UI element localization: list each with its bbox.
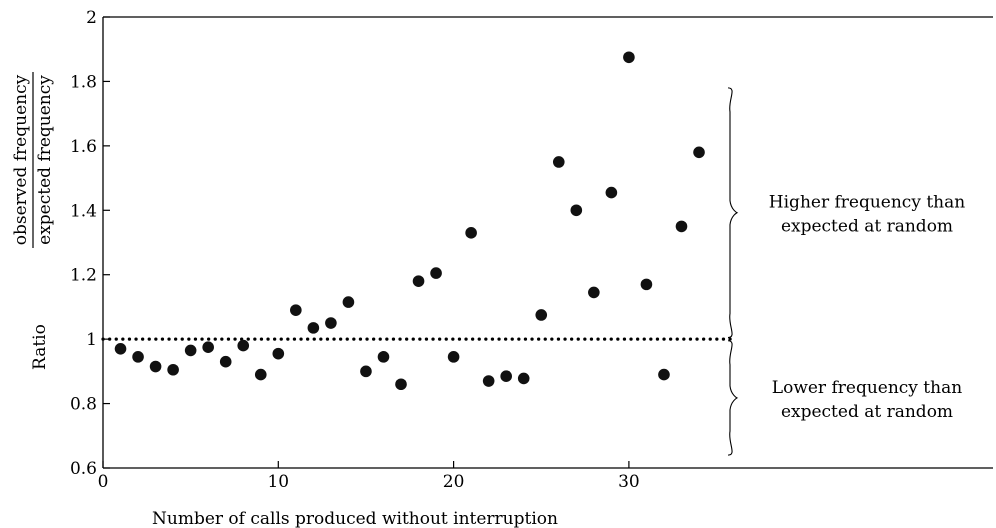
data-point bbox=[552, 156, 565, 168]
data-point bbox=[132, 351, 144, 363]
data-point bbox=[219, 355, 232, 368]
data-point bbox=[290, 304, 302, 316]
data-point bbox=[693, 146, 705, 159]
brace-lower bbox=[727, 340, 739, 456]
annotation-lower-line-1: Lower frequency than bbox=[772, 378, 962, 398]
y-tick-label: 1.2 bbox=[70, 266, 97, 286]
axis-ticks: 0.60.811.21.41.61.820 10 20 30 bbox=[70, 8, 640, 492]
data-point bbox=[570, 204, 583, 217]
data-point bbox=[465, 227, 477, 239]
y-tick-label: 1.6 bbox=[70, 137, 97, 157]
x-axis-title: Number of calls produced without interru… bbox=[152, 509, 558, 528]
data-point bbox=[412, 275, 425, 287]
y-axis-title: Ratio bbox=[30, 324, 50, 370]
data-point bbox=[535, 309, 548, 321]
y-tick-label: 2 bbox=[86, 8, 97, 28]
data-point bbox=[447, 351, 460, 363]
annotation-braces: Higher frequency than expected at random L… bbox=[727, 87, 965, 456]
data-point bbox=[605, 186, 618, 199]
y-tick-label: 1.4 bbox=[70, 201, 97, 221]
data-point bbox=[184, 344, 197, 357]
y-tick-label: 0.8 bbox=[70, 395, 97, 415]
y-tick-label: 1 bbox=[86, 330, 97, 350]
x-tick-label: 20 bbox=[443, 472, 465, 492]
data-point bbox=[149, 360, 162, 373]
data-point bbox=[325, 317, 337, 329]
x-tick-label: 10 bbox=[267, 472, 289, 492]
data-point bbox=[623, 51, 635, 64]
annotation-higher-line-2: expected at random bbox=[781, 217, 953, 237]
data-point bbox=[640, 278, 653, 291]
data-point bbox=[395, 378, 407, 391]
data-point bbox=[360, 365, 372, 378]
y-axis-fraction: observed frequency expected frequency bbox=[11, 72, 55, 248]
y-tick-label: 1.8 bbox=[70, 72, 97, 92]
x-tick-label: 0 bbox=[98, 472, 109, 492]
data-point bbox=[114, 343, 127, 355]
y-axis-title-prefix: Ratio bbox=[30, 324, 50, 370]
data-point bbox=[167, 363, 179, 376]
data-point bbox=[482, 375, 495, 387]
data-point bbox=[342, 296, 355, 308]
data-point bbox=[272, 347, 285, 360]
annotation-higher-line-1: Higher frequency than bbox=[769, 193, 965, 213]
annotation-lower-line-2: expected at random bbox=[781, 402, 953, 422]
data-points bbox=[114, 51, 705, 391]
data-point bbox=[658, 368, 670, 381]
y-axis-title-numerator: observed frequency bbox=[11, 74, 31, 245]
data-point bbox=[588, 286, 600, 299]
brace-higher bbox=[727, 87, 739, 339]
data-point bbox=[675, 220, 688, 233]
data-point bbox=[377, 351, 390, 363]
y-tick-label: 0.6 bbox=[70, 459, 97, 479]
plot-frame bbox=[102, 16, 993, 469]
data-point bbox=[430, 267, 442, 279]
data-point bbox=[500, 370, 512, 382]
data-point bbox=[237, 339, 250, 352]
data-point bbox=[254, 368, 267, 381]
y-axis-title-denominator: expected frequency bbox=[35, 75, 55, 245]
data-point bbox=[307, 322, 320, 334]
data-point bbox=[517, 372, 530, 385]
x-tick-label: 30 bbox=[618, 472, 640, 492]
data-point bbox=[202, 341, 214, 353]
